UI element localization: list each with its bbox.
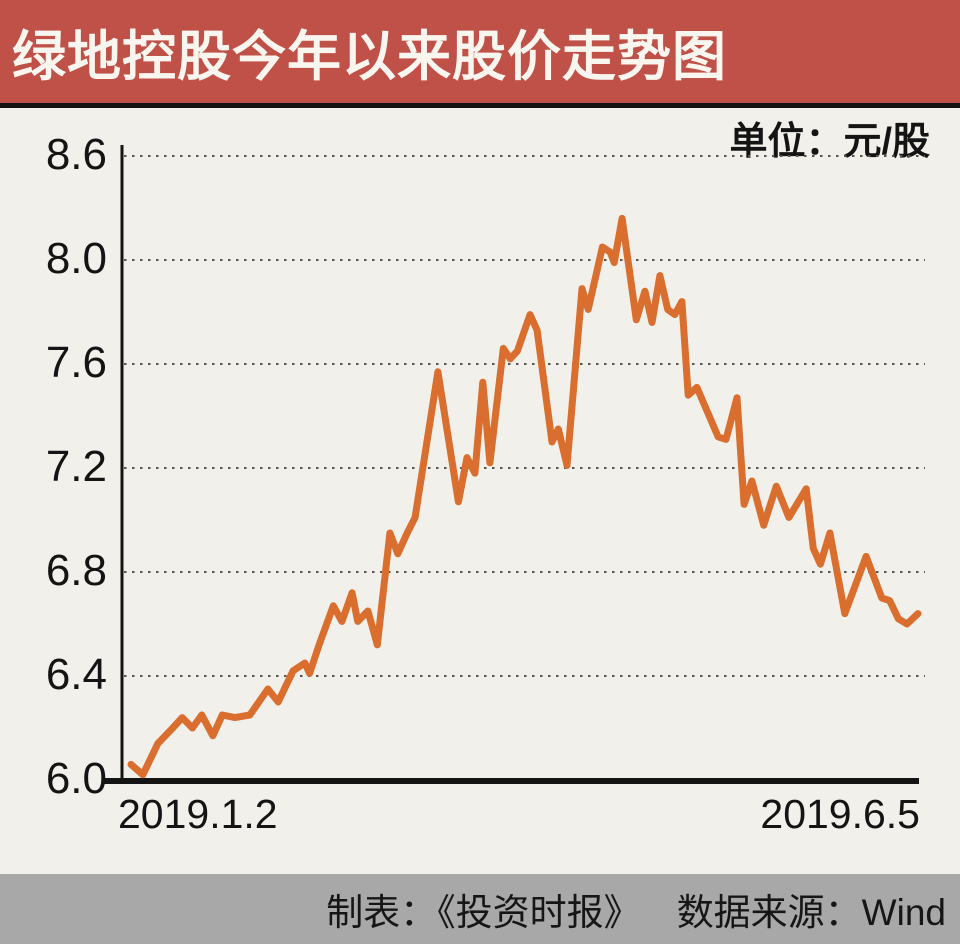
y-tick-label: 7.6 <box>45 338 107 388</box>
credits-bar: 制表：《投资时报》 数据来源：Wind <box>0 874 960 944</box>
source-text: 数据来源：Wind <box>676 892 946 933</box>
y-tick-label: 7.2 <box>45 442 107 492</box>
y-tick-label: 6.0 <box>45 754 107 804</box>
y-tick-label: 6.4 <box>45 650 107 700</box>
y-tick-label: 8.6 <box>45 130 107 180</box>
x-axis-end-label: 2019.6.5 <box>760 791 920 837</box>
x-axis-start-label: 2019.1.2 <box>118 791 278 837</box>
price-line <box>127 214 922 779</box>
unit-label: 单位：元/股 <box>729 121 930 163</box>
header-divider <box>0 103 960 108</box>
y-tick-label: 6.8 <box>45 546 107 596</box>
chart-header: 绿地控股今年以来股价走势图 <box>0 0 960 103</box>
credit-text: 制表：《投资时报》 <box>326 892 641 933</box>
chart-title: 绿地控股今年以来股价走势图 <box>12 27 727 87</box>
y-tick-label: 8.0 <box>45 234 107 284</box>
